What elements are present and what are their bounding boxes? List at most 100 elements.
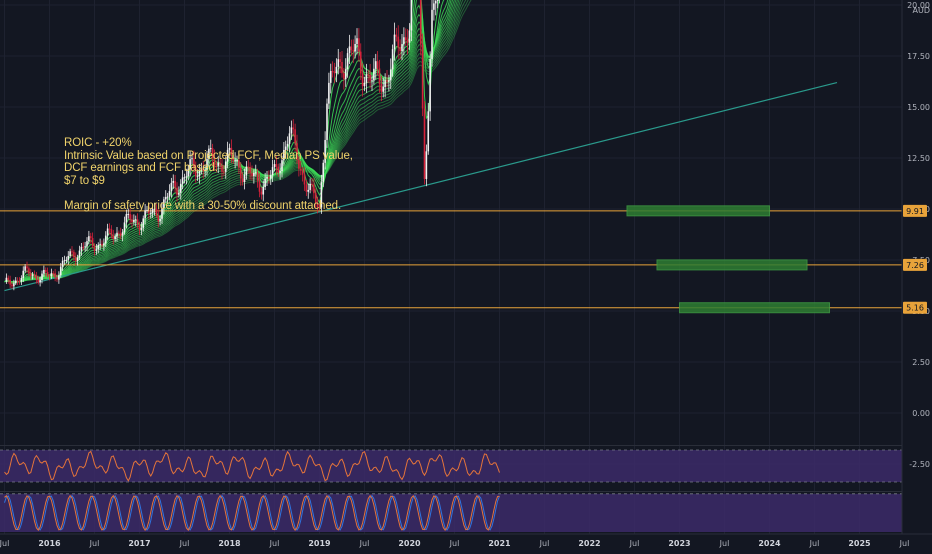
y-tick-label: 12.50 <box>907 154 930 163</box>
candle-body <box>204 169 206 172</box>
candle-body <box>71 251 73 253</box>
candle-layer <box>5 0 440 291</box>
candle-body <box>112 235 115 239</box>
rsi-band <box>0 450 902 482</box>
candle-body <box>425 151 428 179</box>
candle-body <box>296 143 298 160</box>
candle-body <box>333 71 336 74</box>
candle-body <box>427 111 430 152</box>
candle-body <box>386 80 388 82</box>
candle-body <box>433 3 435 10</box>
candle-body <box>191 158 193 160</box>
candle-body <box>273 164 276 168</box>
candle-body <box>219 162 221 166</box>
candle-body <box>359 51 362 74</box>
candle-body <box>356 38 358 45</box>
candle-body <box>65 259 68 261</box>
candle-body <box>116 232 118 237</box>
candle-body <box>56 277 58 280</box>
y-tick-label: -2.50 <box>909 460 930 469</box>
candle-body <box>436 0 439 2</box>
candle-body <box>431 9 433 60</box>
overlay-layer <box>0 81 902 314</box>
candle-body <box>262 187 265 195</box>
candle-body <box>88 236 90 242</box>
candle-body <box>253 172 255 177</box>
candle-body <box>91 238 94 246</box>
zone-rect[interactable] <box>626 205 770 217</box>
annotation-line: ROIC - +20% <box>64 137 132 149</box>
candle-body <box>9 279 11 285</box>
candle-body <box>67 255 70 260</box>
candle-body <box>230 147 233 155</box>
candle-body <box>339 59 341 62</box>
candle-body <box>232 154 235 161</box>
candle-body <box>59 266 62 276</box>
x-tick-label: 2023 <box>668 539 690 548</box>
trendline[interactable] <box>4 81 838 292</box>
candle-body <box>121 232 124 236</box>
candle-body <box>294 129 296 144</box>
candle-body <box>74 257 77 261</box>
candle-body <box>403 37 405 45</box>
ma-ribbon-line <box>4 0 472 283</box>
candle-body <box>382 86 385 92</box>
candle-body <box>82 246 85 248</box>
indicator-layer: 80.0040.00100.00 <box>0 445 932 532</box>
x-tick-label: 2021 <box>488 539 511 548</box>
candle-body <box>393 34 396 50</box>
candle-body <box>399 47 401 52</box>
candle-body <box>313 184 315 194</box>
candle-body <box>271 167 274 176</box>
candle-body <box>337 59 340 67</box>
candle-body <box>131 219 133 222</box>
candle-body <box>236 160 238 162</box>
candle-body <box>343 73 345 80</box>
candle-body <box>269 175 272 179</box>
candle-body <box>346 53 349 70</box>
zone-rect[interactable] <box>679 302 830 314</box>
candle-body <box>14 280 17 284</box>
candle-body <box>99 243 101 245</box>
candle-body <box>176 187 178 195</box>
chart-annotation[interactable]: ROIC - +20% Intrinsic Value based on Proj… <box>64 137 353 213</box>
candle-body <box>63 260 66 262</box>
x-tick-label: Jul <box>539 539 550 548</box>
candle-body <box>215 165 218 167</box>
stoch-line-k <box>4 494 500 531</box>
candle-body <box>52 273 55 275</box>
candle-body <box>384 80 386 87</box>
candle-body <box>104 235 107 244</box>
x-tick-label: 2016 <box>38 539 61 548</box>
candle-body <box>350 46 353 51</box>
zone-rect[interactable] <box>656 259 808 271</box>
candle-body <box>211 148 214 158</box>
candle-body <box>320 182 323 208</box>
candle-body <box>228 147 231 150</box>
candle-body <box>26 266 28 269</box>
candle-body <box>283 149 285 161</box>
candle-body <box>161 208 163 219</box>
candle-body <box>18 280 21 282</box>
candle-body <box>97 244 100 250</box>
candle-body <box>196 176 199 178</box>
candle-body <box>172 180 175 183</box>
candle-body <box>24 266 26 271</box>
x-tick-label: Jul <box>719 539 730 548</box>
price-level-tag <box>903 258 927 271</box>
candle-body <box>11 284 13 287</box>
candle-body <box>324 139 326 163</box>
candle-body <box>290 127 293 134</box>
candle-body <box>44 269 47 273</box>
candle-body <box>292 127 295 130</box>
candle-body <box>238 160 240 168</box>
candle-body <box>223 171 225 173</box>
candle-body <box>354 44 356 52</box>
candle-body <box>301 170 304 175</box>
candle-body <box>328 82 330 104</box>
x-tick-label: Jul <box>809 539 820 548</box>
annotation-line <box>64 187 353 200</box>
annotation-line: DCF earnings and FCF based. <box>64 162 218 175</box>
candle-body <box>149 213 152 215</box>
